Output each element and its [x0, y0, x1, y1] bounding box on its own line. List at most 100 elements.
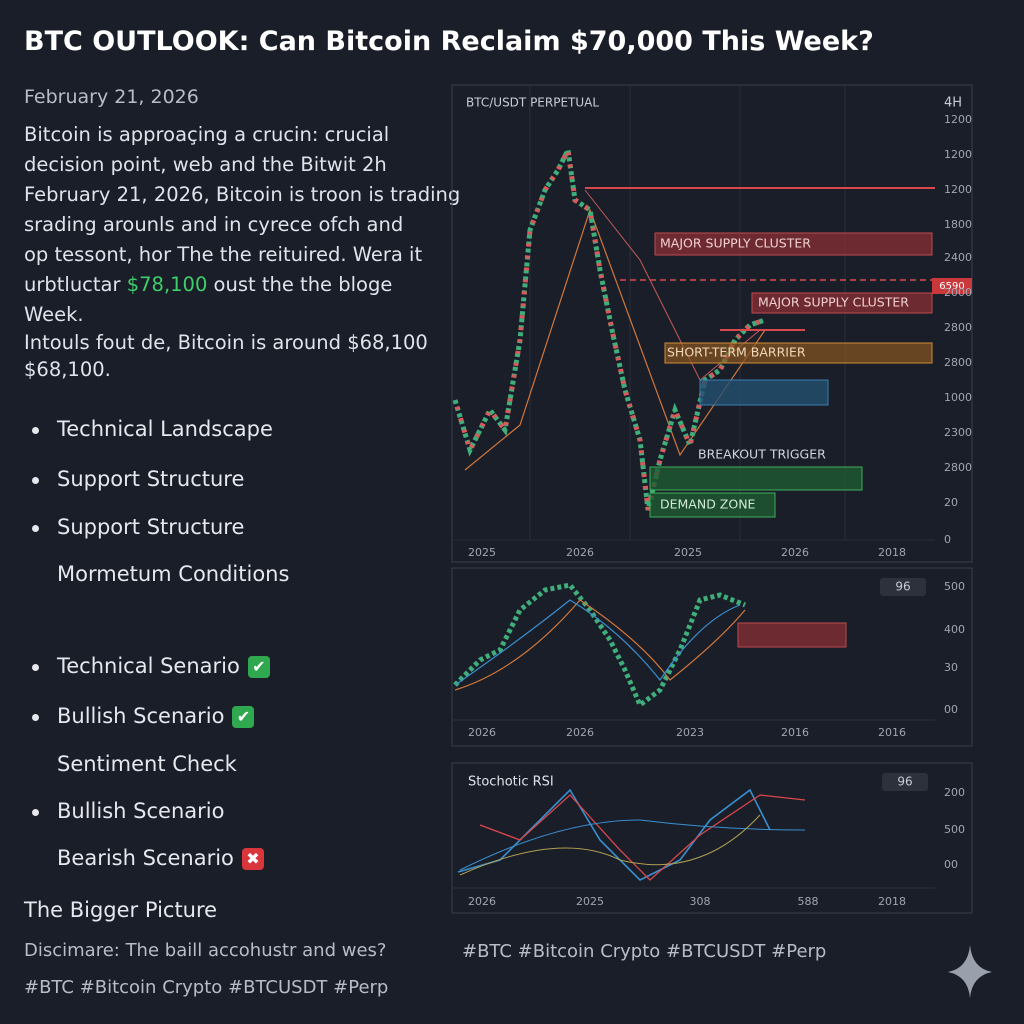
x-label: 308 [690, 895, 711, 908]
bullet [32, 713, 39, 721]
annotation: DEMAND ZONE [660, 497, 756, 512]
price-tag [932, 278, 972, 294]
x-label: 2026 [781, 546, 809, 559]
list-item: Support Structure [32, 515, 244, 539]
list-item: Mormetum Conditions [32, 562, 289, 586]
list-text: Technical Landscape [57, 417, 273, 441]
intro-segment: $78,100 [126, 273, 208, 296]
panel-label: BTC/USDT PERPETUAL [466, 96, 599, 110]
badge [880, 578, 926, 596]
date: February 21, 2026 [24, 86, 199, 108]
panel3 [451, 762, 973, 914]
intro-line: February 21, 2026, Bitcoin is troon is t… [24, 183, 461, 206]
cross-icon: ✖ [241, 848, 264, 870]
list-text: Support Structure [57, 467, 245, 491]
x-label: 2025 [674, 546, 702, 559]
list-item: Bullish Scenario ✔ [32, 704, 255, 728]
y-label: 00 [944, 703, 958, 716]
bullet [32, 524, 39, 532]
list-item: Technical Landscape [32, 417, 273, 441]
intro-line: $68,100. [24, 358, 111, 381]
rsi-line [457, 788, 771, 881]
bullet [32, 808, 39, 816]
x-label: 2023 [676, 726, 704, 739]
y-label: 2800 [944, 321, 972, 334]
x-label: 2018 [878, 895, 906, 908]
y-label: 500 [944, 823, 965, 836]
list-text: Technical Senario [57, 654, 240, 678]
list-item: Sentiment Check [32, 752, 237, 776]
ma-line [454, 599, 746, 691]
list-text: Mormetum Conditions [57, 562, 290, 586]
annotation: MAJOR SUPPLY CLUSTER [758, 295, 909, 310]
panel-title: Stochotic RSI [468, 775, 554, 790]
zone [699, 379, 829, 406]
y-label: 2300 [944, 426, 972, 439]
bullet [32, 426, 39, 434]
y-label: 20 [944, 496, 958, 509]
price-tag-label: 6590 [939, 281, 964, 292]
x-label: 2026 [468, 726, 496, 739]
rsi-signal [479, 794, 806, 881]
list-text: Sentiment Check [57, 752, 237, 776]
list-item: Bearish Scenario ✖ [32, 846, 264, 870]
intro-segment: urbtluctar [24, 273, 127, 296]
y-label: 2400 [944, 251, 972, 264]
list-text: Bearish Scenario [57, 846, 234, 870]
x-label: 2016 [781, 726, 809, 739]
x-label: 588 [798, 895, 819, 908]
rsi-mid [459, 819, 806, 871]
list-item: Support Structure [32, 467, 244, 491]
y-label: 1200 [944, 113, 972, 126]
y-label: 00 [944, 858, 958, 871]
y-label: 30 [944, 661, 958, 674]
x-label: 2026 [566, 726, 594, 739]
y-label: 1000 [944, 391, 972, 404]
x-label: 2016 [878, 726, 906, 739]
intro-line: Bitcoin is approaçing a crucin: crucial [24, 123, 390, 146]
annotation: MAJOR SUPPLY CLUSTER [660, 236, 811, 251]
y-label: 2000 [944, 286, 972, 299]
y-label: 500 [944, 580, 965, 593]
grid [452, 85, 935, 889]
sparkle-icon [948, 945, 992, 998]
intro-line: srading arounls and in cyrece ofch and [24, 213, 404, 236]
price-candles [453, 582, 746, 709]
panel2 [451, 567, 973, 747]
check-icon: ✔ [247, 656, 270, 678]
y-label: 2800 [944, 461, 972, 474]
badge [882, 773, 928, 791]
x-label: 2026 [468, 895, 496, 908]
timeframe: 4H [944, 96, 962, 111]
disclaimer: Discimare: The baill accohustr and wes? [24, 940, 387, 961]
annotation: SHORT-TERM BARRIER [667, 345, 806, 360]
y-label: 400 [944, 623, 965, 636]
x-label: 2025 [468, 546, 496, 559]
title: BTC OUTLOOK: Can Bitcoin Reclaim $70,000… [24, 26, 874, 57]
zone [649, 492, 776, 518]
x-label: 2025 [576, 895, 604, 908]
badge-label: 96 [895, 580, 910, 594]
y-label: 1200 [944, 183, 972, 196]
tags: #BTC #Bitcoin Crypto #BTCUSDT #Perp [462, 941, 827, 962]
bullet [32, 663, 39, 671]
zone [751, 292, 933, 314]
tags: #BTC #Bitcoin Crypto #BTCUSDT #Perp [24, 977, 389, 998]
intro-line: urbtluctar $78,100 oust the the bloge [24, 273, 392, 296]
zone [664, 342, 933, 364]
zone [737, 622, 847, 648]
intro-line: op tessont, hor The the reituired. Wera … [24, 243, 423, 266]
heading: The Bigger Picture [24, 898, 218, 922]
list-text: Support Structure [57, 515, 245, 539]
intro-line: Week. [24, 303, 84, 326]
y-label: 1800 [944, 218, 972, 231]
trend-line [464, 208, 766, 471]
list-text: Bullish Scenario [57, 704, 225, 728]
x-label: 2018 [878, 546, 906, 559]
rsi-slow [459, 814, 761, 876]
annotation: BREAKOUT TRIGGER [698, 447, 826, 462]
y-label: 0 [944, 533, 951, 546]
badge-label: 96 [897, 775, 912, 789]
ma-line [454, 599, 741, 686]
